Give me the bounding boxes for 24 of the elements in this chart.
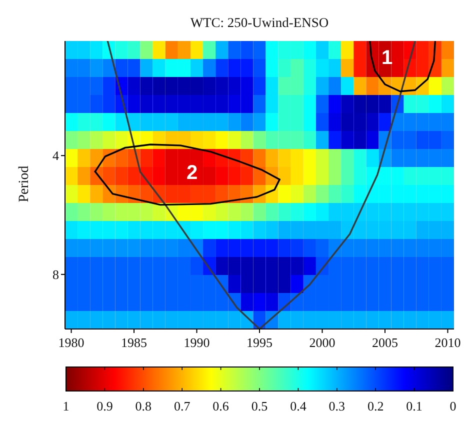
color-bar-label: 0.4 bbox=[290, 398, 307, 414]
y-tick-label: 8 bbox=[52, 267, 59, 282]
x-tick-label: 2005 bbox=[372, 335, 398, 350]
x-tick-label: 1990 bbox=[184, 335, 210, 350]
x-tick-label: 2010 bbox=[434, 335, 461, 350]
color-bar-label: 0.1 bbox=[406, 398, 422, 414]
chart-title: WTC: 250-Uwind-ENSO bbox=[189, 15, 330, 31]
annotation: 2 bbox=[186, 162, 198, 184]
color-bar-label: 0.5 bbox=[251, 398, 268, 414]
color-bar-label: 0.6 bbox=[212, 398, 230, 414]
x-tick-label: 1985 bbox=[121, 335, 148, 350]
color-bar-label: 1 bbox=[62, 398, 70, 414]
color-bar-label: 0.2 bbox=[367, 398, 384, 414]
y-tick-label: 4 bbox=[52, 148, 60, 164]
x-tick-label: 2000 bbox=[309, 335, 336, 350]
y-axis-title: Period bbox=[17, 166, 33, 202]
color-bar-label: 0.9 bbox=[96, 398, 113, 414]
color-bar-label: 0 bbox=[450, 398, 456, 414]
x-tick-label: 1980 bbox=[58, 335, 84, 350]
color-bar-label: 0.3 bbox=[328, 398, 346, 414]
color-bar-label: 0.7 bbox=[174, 398, 191, 414]
annotation: 1 bbox=[381, 47, 393, 69]
x-tick-label: 1995 bbox=[246, 335, 272, 350]
color-bar-label: 0.8 bbox=[135, 398, 152, 414]
